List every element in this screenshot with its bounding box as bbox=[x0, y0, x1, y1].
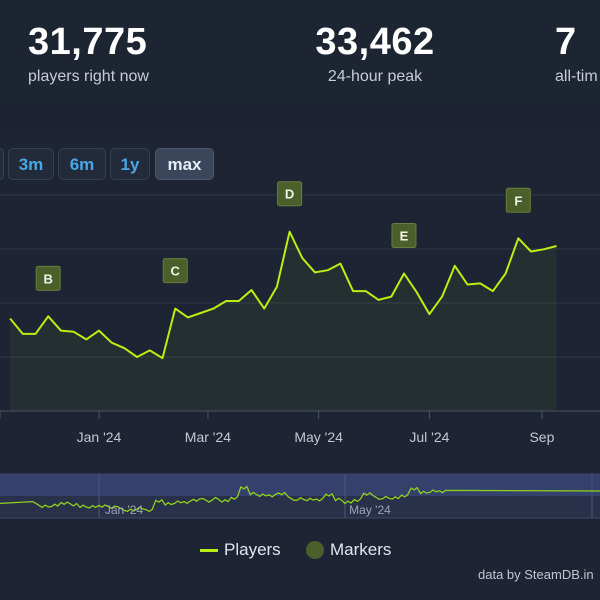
navigator[interactable]: Jan '24 May '24 bbox=[0, 473, 600, 519]
range-button-6m[interactable]: 6m bbox=[58, 148, 106, 180]
current-players-stat: 31,775 players right now bbox=[28, 22, 149, 86]
current-players-value: 31,775 bbox=[28, 21, 148, 63]
marker-box bbox=[277, 181, 303, 207]
plot-area bbox=[9, 230, 557, 411]
players-line bbox=[9, 230, 557, 360]
marker-label: C bbox=[171, 264, 181, 279]
marker-dot-swatch bbox=[306, 541, 324, 559]
alltime-peak-stat: 7 all-tim bbox=[555, 22, 598, 86]
markers-layer: B C D E F bbox=[35, 181, 531, 291]
range-button-1y[interactable]: 1y bbox=[110, 148, 150, 180]
marker-box bbox=[35, 265, 61, 291]
data-credit[interactable]: data by SteamDB.in bbox=[478, 567, 594, 582]
x-tick-label: Jul '24 bbox=[409, 429, 449, 445]
peak-24h-label: 24-hour peak bbox=[327, 68, 423, 85]
navigator-label: May '24 bbox=[349, 503, 391, 517]
legend-players-label: Players bbox=[224, 540, 281, 559]
marker-b[interactable]: B bbox=[35, 265, 61, 291]
chart-legend: Players Markers bbox=[0, 538, 600, 562]
navigator-label: Jan '24 bbox=[105, 503, 144, 517]
range-button-max[interactable]: max bbox=[155, 148, 214, 180]
x-axis: Jan '24 Mar '24 May '24 Jul '24 Sep bbox=[0, 410, 600, 445]
peak-24h-value: 33,462 bbox=[315, 21, 435, 63]
marker-e[interactable]: E bbox=[391, 222, 417, 248]
x-tick-label: Sep bbox=[529, 429, 554, 445]
navigator-selection bbox=[0, 474, 600, 496]
stats-bar: 31,775 players right now 33,462 24-hour … bbox=[0, 0, 600, 105]
marker-f[interactable]: F bbox=[505, 187, 531, 213]
peak-24h-stat: 33,462 24-hour peak bbox=[304, 22, 446, 86]
marker-d[interactable]: D bbox=[277, 181, 303, 207]
players-line-swatch bbox=[200, 549, 218, 552]
alltime-peak-label: all-tim bbox=[555, 68, 598, 85]
marker-label: F bbox=[514, 193, 522, 208]
marker-label: B bbox=[43, 271, 52, 286]
alltime-peak-value: 7 bbox=[555, 21, 577, 63]
x-tick-label: Mar '24 bbox=[185, 429, 231, 445]
marker-c[interactable]: C bbox=[162, 258, 188, 284]
legend-markers-label: Markers bbox=[330, 540, 392, 559]
marker-label: E bbox=[400, 228, 409, 243]
x-tick-label: Jan '24 bbox=[77, 429, 122, 445]
range-button-3m[interactable]: 3m bbox=[8, 148, 54, 180]
players-area bbox=[10, 231, 557, 411]
marker-label: D bbox=[285, 187, 294, 202]
x-tick-label: May '24 bbox=[294, 429, 343, 445]
marker-box bbox=[162, 258, 188, 284]
navigator-series bbox=[0, 485, 600, 513]
current-players-label: players right now bbox=[28, 68, 149, 85]
marker-box bbox=[505, 187, 531, 213]
marker-box bbox=[391, 222, 417, 248]
